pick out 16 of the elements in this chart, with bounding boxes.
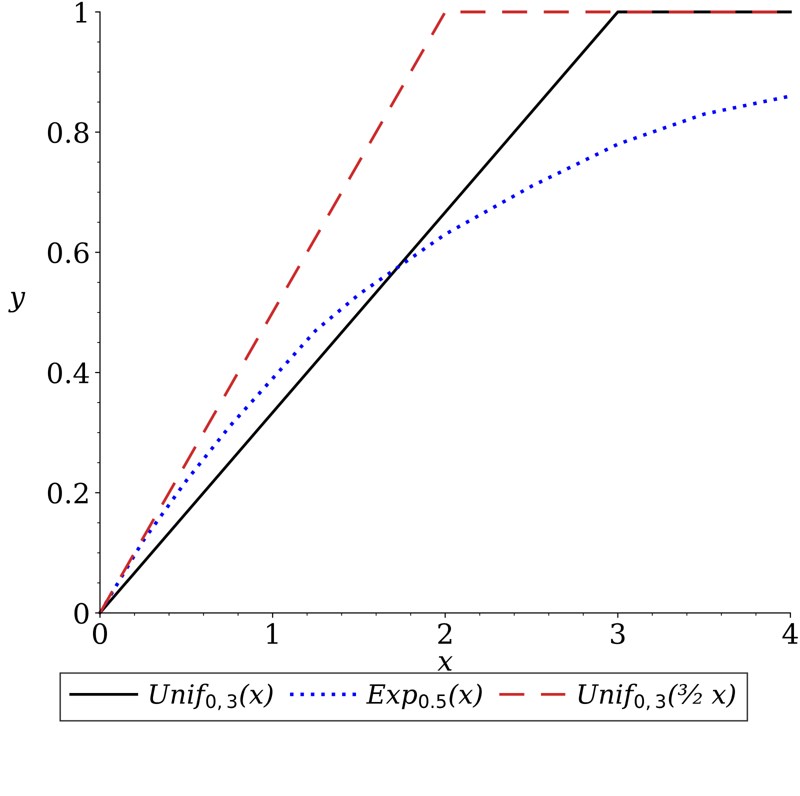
x-tick-label: 2 — [438, 623, 452, 644]
x-tick-label: 4 — [782, 623, 798, 644]
x-tick-label: 1 — [267, 623, 278, 644]
y-tick-label: 0.2 — [48, 482, 88, 504]
y-tick-label: 0.6 — [48, 242, 89, 264]
y-tick-label: 0.4 — [48, 362, 89, 384]
y-tick-label: 0.8 — [48, 122, 88, 144]
y-tick-label: 0 — [74, 602, 88, 624]
y-axis-title: y — [8, 292, 26, 312]
legend-label: Exp$_{0.5}$(x) — [366, 684, 482, 710]
x-tick-label: 3 — [611, 623, 625, 644]
legend-label: Unif$_{0,3}$(³⁄₂ x) — [578, 684, 735, 710]
legend-label: Unif$_{0,3}$(x) — [150, 684, 272, 710]
y-tick-label: 1 — [76, 2, 86, 22]
x-tick-label: 0 — [92, 623, 107, 644]
x-axis-title: x — [437, 656, 453, 671]
